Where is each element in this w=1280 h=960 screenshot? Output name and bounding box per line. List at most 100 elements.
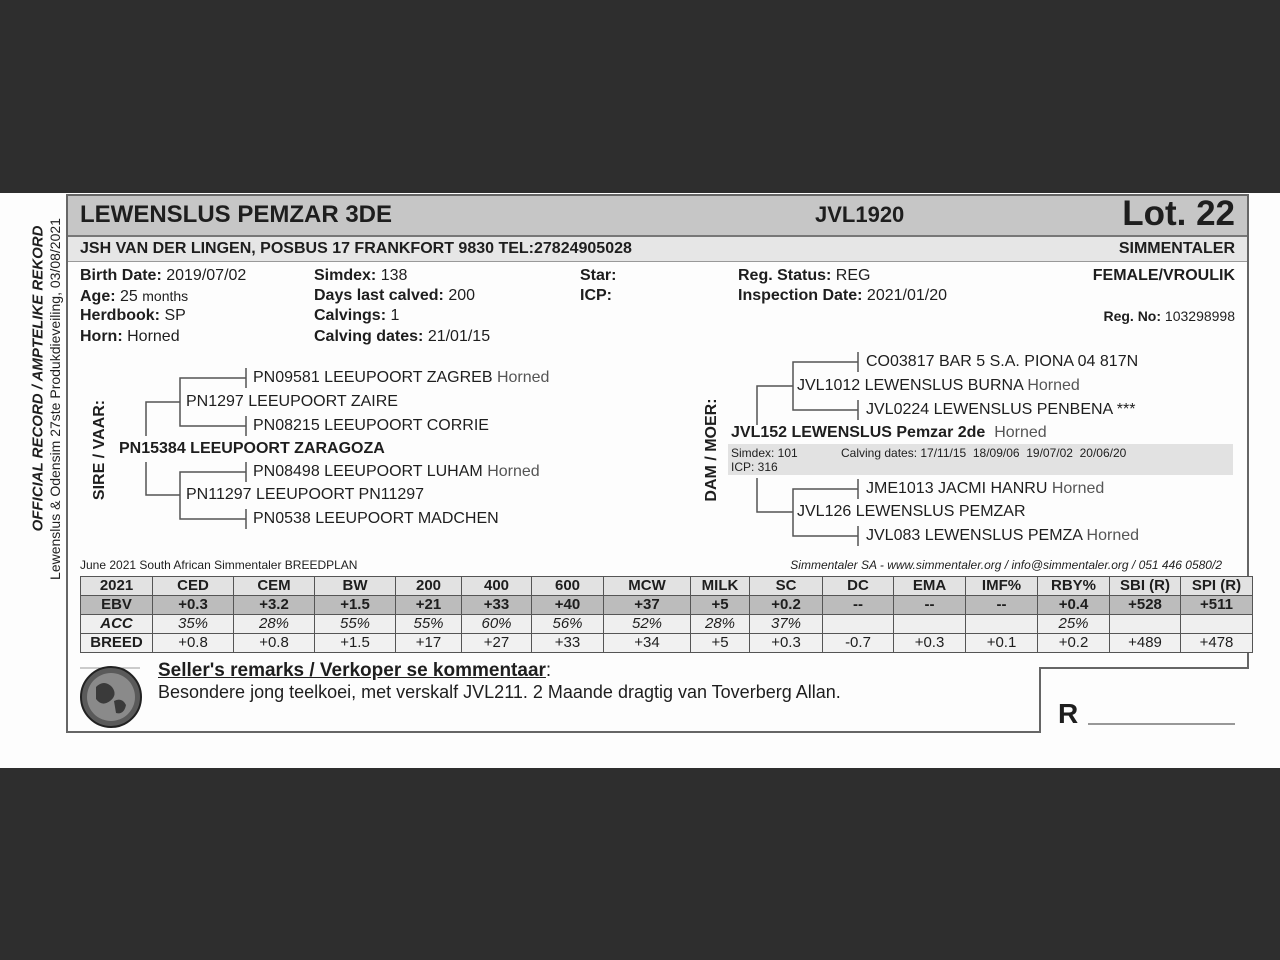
simmentaler-logo — [80, 666, 142, 728]
table-row-breed: BREED +0.8 +0.8 +1.5 +17 +27 +33 +34 +5 +0.3 -0.7 +… — [80, 633, 1253, 653]
dam-dam-bracket — [792, 479, 859, 546]
owner-bar — [68, 237, 1248, 262]
table-cell: +0.3 — [749, 633, 823, 653]
sire-sire-sire: PN09581 LEEUPOORT ZAGREB Horned — [253, 369, 550, 386]
table-cell: +21 — [395, 595, 462, 615]
icp-label: ICP: — [580, 287, 612, 304]
star-label: Star: — [580, 267, 617, 284]
sire-dam-sire: PN08498 LEEUPOORT LUHAM Horned — [253, 463, 540, 480]
table-row-acc: ACC 35% 28% 55% 55% 60% 56% 52% 28% 37% 25% — [80, 614, 1253, 634]
table-header-row: 2021 CED CEM BW 200 400 600 MCW MILK SC DC EMA IMF% R… — [80, 576, 1253, 596]
table-cell: 35% — [152, 614, 234, 634]
lot-number: Lot. 22 — [1122, 194, 1235, 233]
table-cell: 28% — [233, 614, 315, 634]
table-cell: +0.1 — [965, 633, 1038, 653]
dam-bracket — [756, 385, 793, 513]
inspection-date: Inspection Date: 2021/01/20 — [738, 287, 947, 304]
table-cell: +0.8 — [233, 633, 315, 653]
table-cell: +511 — [1180, 595, 1253, 615]
remarks-text: Besondere jong teelkoei, met verskalf JV… — [158, 682, 841, 702]
column-header: SC — [749, 576, 823, 596]
sire-name: PN15384 LEEUPOORT ZARAGOZA — [119, 440, 385, 457]
table-cell: +37 — [603, 595, 691, 615]
sire-bracket — [145, 401, 180, 496]
table-cell: +0.8 — [152, 633, 234, 653]
column-header: SPI (R) — [1180, 576, 1253, 596]
table-cell: +1.5 — [314, 595, 396, 615]
table-cell: +5 — [690, 595, 750, 615]
column-header: SBI (R) — [1109, 576, 1181, 596]
table-cell: +0.3 — [893, 633, 966, 653]
title-bar — [68, 195, 1248, 237]
column-header: 2021 — [80, 576, 153, 596]
sale-label: Lewenslus & Odensim 27ste Produkdieveili… — [47, 218, 63, 580]
dam-pedigree-lines — [756, 352, 859, 546]
column-header: RBY% — [1037, 576, 1110, 596]
table-cell: -0.7 — [822, 633, 894, 653]
calving-dates: Calving dates: 21/01/15 — [314, 328, 491, 345]
table-cell: +3.2 — [233, 595, 315, 615]
reg-no: Reg. No: 103298998 — [1103, 308, 1235, 324]
sire-sire-dam: PN08215 LEEUPOORT CORRIE — [253, 417, 489, 434]
dam-sire-dam: JVL0224 LEWENSLUS PENBENA *** — [866, 401, 1136, 418]
column-header: CEM — [233, 576, 315, 596]
column-header: MCW — [603, 576, 691, 596]
column-header: EMA — [893, 576, 966, 596]
dam-sire: JVL1012 LEWENSLUS BURNA Horned — [797, 377, 1080, 394]
table-cell: -- — [822, 595, 894, 615]
table-cell: +0.2 — [1037, 633, 1110, 653]
sire-dam-dam: PN0538 LEEUPOORT MADCHEN — [253, 510, 499, 527]
table-cell: +33 — [461, 595, 532, 615]
column-header: 200 — [395, 576, 462, 596]
table-cell: 55% — [395, 614, 462, 634]
table-cell: -- — [965, 595, 1038, 615]
table-cell: +0.2 — [749, 595, 823, 615]
table-cell: 55% — [314, 614, 396, 634]
dam-simdex: Simdex: 101 — [731, 446, 798, 460]
ebv-table: 2021 CED CEM BW 200 400 600 MCW MILK SC DC EMA IMF% R… — [80, 576, 1253, 653]
birth-date: Birth Date: 2019/07/02 — [80, 267, 247, 284]
dam-dam-sire: JME1013 JACMI HANRU Horned — [866, 480, 1105, 497]
price-currency: R — [1058, 698, 1079, 729]
sire-dam: PN11297 LEEUPOORT PN11297 — [186, 486, 425, 503]
table-cell: +528 — [1109, 595, 1181, 615]
dam-dam: JVL126 LEWENSLUS PEMZAR — [797, 503, 1026, 520]
row-label: ACC — [80, 614, 153, 634]
sire-pedigree-lines — [145, 368, 247, 529]
animal-id: JVL1920 — [815, 202, 905, 227]
dam-label: DAM / MOER: — [703, 398, 720, 502]
reg-status: Reg. Status: REG — [738, 267, 871, 284]
table-cell: +17 — [395, 633, 462, 653]
calvings: Calvings: 1 — [314, 307, 400, 324]
table-cell: +5 — [690, 633, 750, 653]
table-cell: +478 — [1180, 633, 1253, 653]
lot-card: OFFICIAL RECORD / AMPTELIKE REKORD Lewen… — [0, 193, 1280, 768]
horn: Horn: Horned — [80, 328, 180, 345]
table-cell: +34 — [603, 633, 691, 653]
sire-sire-bracket — [179, 368, 247, 436]
dam-dam-dam: JVL083 LEWENSLUS PEMZA Horned — [866, 527, 1140, 544]
table-row-ebv: EBV +0.3 +3.2 +1.5 +21 +33 +40 +37 +5 +0.2 -- -- -- +… — [80, 595, 1253, 615]
sire-dam-bracket — [179, 462, 247, 529]
row-label: EBV — [80, 595, 153, 615]
table-cell: -- — [893, 595, 966, 615]
breed-name: SIMMENTALER — [1118, 240, 1235, 257]
dam-icp: ICP: 316 — [731, 460, 778, 474]
row-label: BREED — [80, 633, 153, 653]
column-header: 400 — [461, 576, 532, 596]
dam-name: JVL152 LEWENSLUS Pemzar 2de Horned — [731, 424, 1047, 441]
sire-sire: PN1297 LEEUPOORT ZAIRE — [186, 393, 398, 410]
table-cell: +489 — [1109, 633, 1181, 653]
table-cell: 37% — [749, 614, 823, 634]
age: Age: 25 months — [80, 288, 189, 305]
table-cell: 52% — [603, 614, 691, 634]
simdex: Simdex: 138 — [314, 267, 408, 284]
table-cell — [1109, 614, 1181, 634]
column-header: CED — [152, 576, 234, 596]
table-cell: +40 — [531, 595, 604, 615]
sex: FEMALE/VROULIK — [1092, 267, 1235, 284]
column-header: MILK — [690, 576, 750, 596]
days-last-calved: Days last calved: 200 — [314, 287, 476, 304]
dam-sire-sire: CO03817 BAR 5 S.A. PIONA 04 817N — [866, 353, 1139, 370]
contact-info: Simmentaler SA - www.simmentaler.org / i… — [790, 558, 1222, 572]
